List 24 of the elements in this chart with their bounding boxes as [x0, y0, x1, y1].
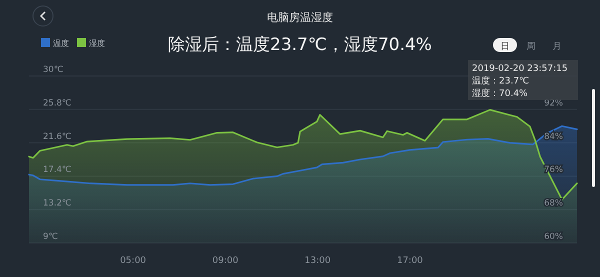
legend-label: 湿度	[89, 39, 105, 48]
y-tick-label: 9℃	[43, 232, 58, 242]
annotation: 温度：23.7℃	[472, 76, 530, 86]
y2-tick-label: 84%	[544, 132, 563, 142]
y-tick-label: 30℃	[43, 65, 64, 75]
text: 日	[500, 42, 510, 52]
x-tick-label: 13:00	[304, 256, 331, 266]
y-tick-label: 21.6℃	[43, 132, 72, 142]
text: 2019-02-20 23:57:15	[472, 64, 568, 74]
x-tick-label: 05:00	[120, 256, 146, 266]
text: 月	[552, 42, 562, 52]
x-tick-label: 09:00	[212, 256, 239, 266]
y-tick-label: 13.2℃	[43, 198, 72, 209]
y-tick-label: 17.4℃	[43, 165, 72, 176]
legend-label: 温度	[53, 39, 69, 48]
annotation: 湿度：70.4%	[472, 88, 528, 99]
y2-tick-label: 60%	[544, 232, 563, 242]
x-tick-label: 17:00	[396, 256, 424, 266]
y-tick-label: 25.8℃	[43, 98, 72, 108]
text: 周	[526, 41, 536, 52]
y2-tick-label: 92%	[544, 98, 563, 108]
chart-subtitle: 除湿后：温度23.7℃，湿度70.4%	[168, 35, 432, 55]
chart-title: 电脑房温湿度	[267, 11, 333, 24]
y2-tick-label: 68%	[544, 198, 563, 209]
